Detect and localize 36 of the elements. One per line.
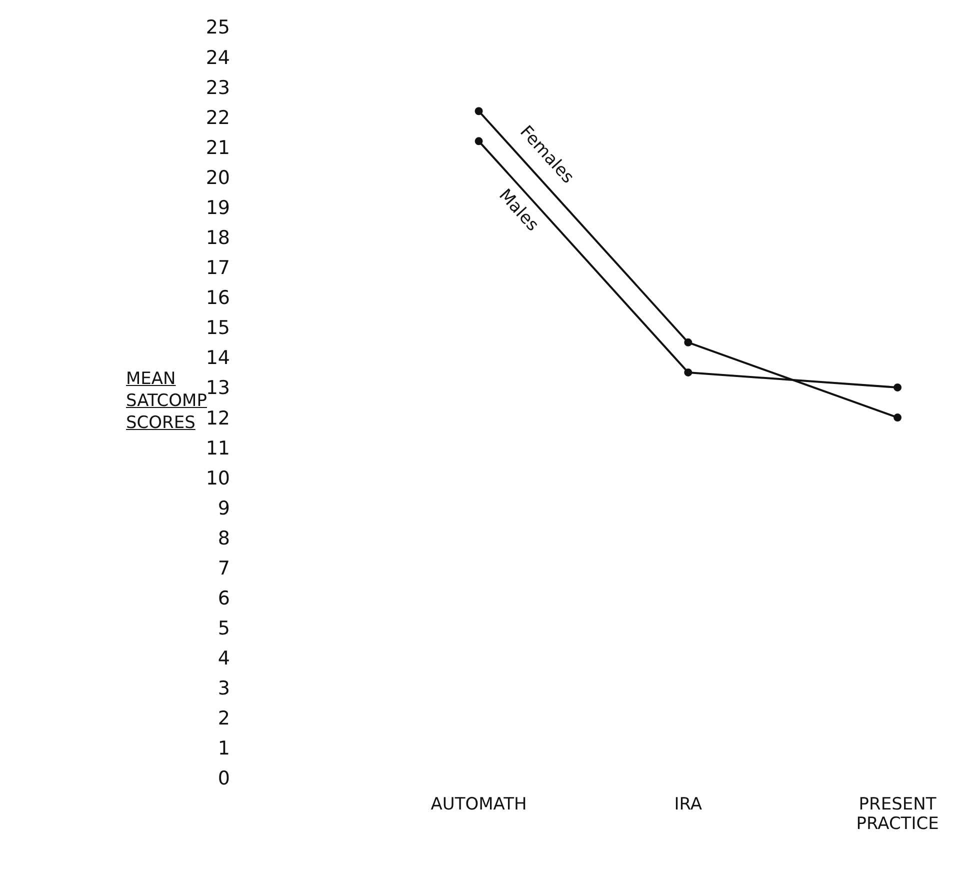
- y-tick-label: 23: [206, 76, 230, 99]
- y-tick-label: 14: [206, 347, 230, 370]
- x-tick-label: PRESENT PRACTICE: [856, 794, 939, 834]
- y-tick-label: 16: [206, 287, 230, 310]
- y-tick-label: 13: [206, 377, 230, 400]
- point: [474, 137, 483, 146]
- y-tick-label: 18: [206, 227, 230, 250]
- y-tick-label: 7: [218, 557, 230, 580]
- y-tick-label: 1: [218, 738, 230, 760]
- y-tick-label: 25: [206, 16, 230, 39]
- y-tick-label: 20: [206, 166, 230, 189]
- y-axis-title: MEAN SATCOMP SCORES: [126, 368, 207, 434]
- y-tick-label: 10: [206, 467, 230, 490]
- point: [684, 338, 692, 346]
- y-tick-label: 0: [218, 768, 230, 790]
- y-tick-label: 22: [206, 106, 230, 129]
- y-tick-label: 6: [218, 588, 230, 610]
- y-tick-label: 2: [218, 708, 230, 730]
- y-tick-label: 3: [218, 678, 230, 700]
- y-tick-label: 4: [218, 648, 230, 670]
- point: [684, 368, 692, 376]
- y-tick-label: 15: [206, 317, 230, 340]
- point: [894, 414, 902, 422]
- y-tick-label: 17: [206, 257, 230, 280]
- x-tick-label: IRA: [674, 794, 702, 815]
- y-tick-label: 5: [218, 618, 230, 640]
- y-tick-label: 19: [206, 196, 230, 219]
- y-tick-label: 11: [206, 437, 230, 460]
- y-tick-label: 9: [218, 497, 230, 520]
- point: [474, 107, 483, 116]
- y-tick-label: 24: [206, 46, 230, 69]
- y-tick-label: 12: [206, 407, 230, 430]
- point: [894, 383, 902, 392]
- y-tick-label: 8: [218, 527, 230, 550]
- y-tick-label: 21: [206, 136, 230, 159]
- x-tick-label: AUTOMATH: [430, 794, 527, 815]
